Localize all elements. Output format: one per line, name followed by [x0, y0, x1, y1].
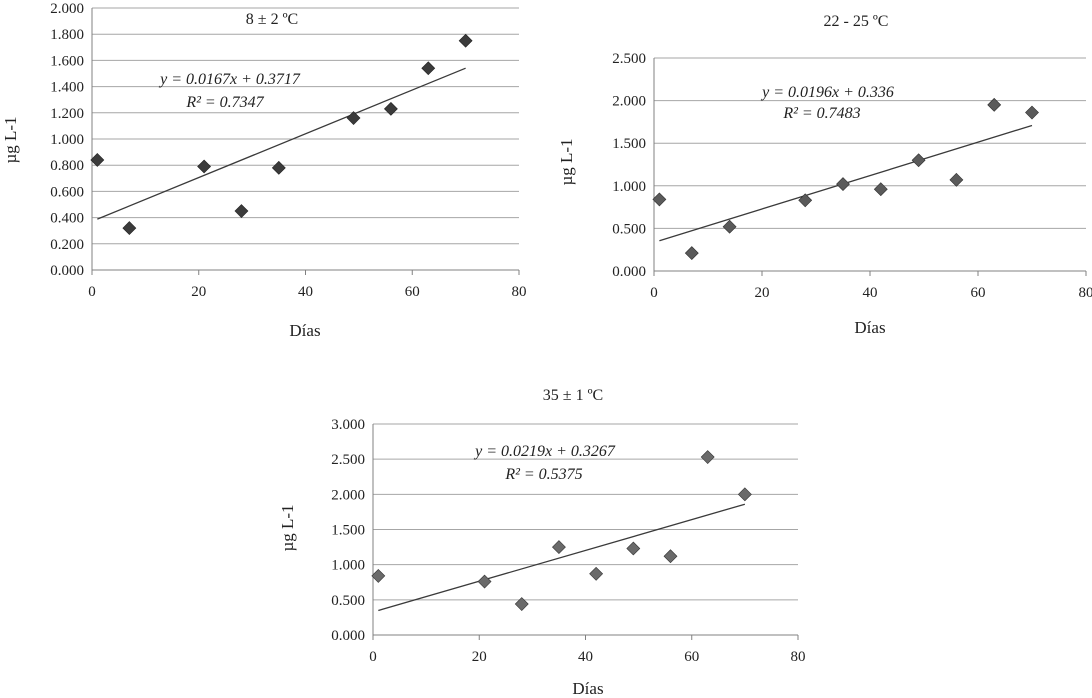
data-point — [371, 568, 386, 583]
x-tick-label: 80 — [791, 649, 806, 665]
y-tick-label: 3.000 — [331, 417, 365, 433]
data-point — [514, 597, 529, 611]
x-tick-label: 20 — [755, 285, 770, 301]
data-point — [798, 193, 813, 208]
chart-panel-8c: 0.000 0.200 0.400 0.600 0.800 1.000 1.200 1.400… — [1, 1, 527, 340]
y-tick-label: 1.800 — [50, 27, 84, 43]
x-tick-label: 0 — [88, 284, 96, 300]
y-tick-label: 2.500 — [612, 51, 646, 67]
data-point — [684, 246, 699, 261]
x-tick-label: 80 — [512, 284, 527, 300]
data-point — [911, 153, 926, 168]
data-point — [949, 172, 964, 187]
data-point — [234, 204, 249, 218]
x-tick-label: 40 — [578, 649, 593, 665]
y-tick-label: 0.600 — [50, 184, 84, 200]
y-tick-label: 0.800 — [50, 158, 84, 174]
chart-title: 35 ± 1 ºC — [543, 387, 603, 404]
x-tick-label: 60 — [971, 285, 986, 301]
data-point — [346, 111, 361, 125]
data-point — [90, 153, 105, 167]
chart-panel-35c: 0.000 0.500 1.000 1.500 2.000 2.500 3.000 0 20 40… — [278, 387, 806, 698]
plot-area: 0.000 0.500 1.000 1.500 2.000 2.500 3.000 0 20 40… — [331, 417, 805, 665]
x-tick-label: 20 — [191, 284, 206, 300]
trendline-equation: y = 0.0167x + 0.3717 — [158, 71, 301, 88]
data-point — [458, 33, 473, 48]
data-point — [421, 61, 436, 76]
y-tick-label: 1.000 — [331, 558, 365, 574]
y-tick-label: 0.400 — [50, 211, 84, 227]
x-axis-title: Días — [572, 679, 603, 698]
y-axis-title: µg L-1 — [557, 138, 576, 185]
y-tick-label: 2.000 — [50, 1, 84, 17]
y-tick-label: 0.000 — [50, 263, 84, 279]
y-tick-label: 0.000 — [331, 628, 365, 644]
y-tick-label: 1.600 — [50, 53, 84, 69]
y-tick-label: 0.500 — [612, 221, 646, 237]
data-point — [477, 574, 492, 589]
data-point — [626, 541, 641, 556]
chart-title: 8 ± 2 ºC — [246, 11, 298, 28]
data-point — [836, 177, 850, 192]
y-tick-label: 1.500 — [612, 136, 646, 152]
data-point — [197, 159, 212, 174]
y-tick-label: 2.500 — [331, 452, 365, 468]
trendline-equation: y = 0.0219x + 0.3267 — [473, 443, 616, 460]
y-tick-label: 1.000 — [612, 179, 646, 195]
x-tick-label: 40 — [298, 284, 313, 300]
y-tick-label: 2.000 — [612, 94, 646, 110]
data-point — [552, 540, 566, 555]
data-point — [663, 549, 678, 564]
y-tick-label: 0.500 — [331, 593, 365, 609]
trendline — [97, 67, 466, 220]
y-axis-title: µg L-1 — [278, 504, 297, 551]
trendline — [378, 503, 746, 612]
x-tick-label: 0 — [650, 285, 658, 301]
x-axis-title: Días — [854, 318, 885, 337]
r-squared-label: R² = 0.7347 — [185, 94, 264, 111]
plot-area: 0.000 0.500 1.000 1.500 2.000 2.500 0 20 40 60 80 — [612, 51, 1092, 301]
data-point — [700, 450, 715, 464]
y-tick-label: 0.200 — [50, 237, 84, 253]
y-axis-title: µg L-1 — [1, 116, 20, 163]
trendline-equation: y = 0.0196x + 0.336 — [760, 84, 894, 101]
r-squared-label: R² = 0.5375 — [504, 466, 582, 483]
x-axis-title: Días — [289, 321, 320, 340]
x-tick-label: 60 — [684, 649, 699, 665]
plot-area: 0.000 0.200 0.400 0.600 0.800 1.000 1.200 1.400… — [50, 1, 526, 300]
y-tick-label: 1.000 — [50, 132, 84, 148]
y-tick-label: 2.000 — [331, 487, 365, 503]
data-point — [987, 97, 1002, 112]
chart-title: 22 - 25 ºC — [824, 13, 889, 30]
data-point — [873, 182, 888, 197]
data-point — [122, 221, 137, 236]
data-point — [589, 566, 604, 581]
x-tick-label: 80 — [1079, 285, 1092, 301]
y-tick-label: 1.500 — [331, 523, 365, 539]
data-point — [722, 219, 737, 234]
data-point — [737, 487, 752, 502]
y-tick-label: 1.200 — [50, 106, 84, 122]
r-squared-label: R² = 0.7483 — [782, 105, 860, 122]
x-tick-label: 40 — [863, 285, 878, 301]
x-tick-label: 60 — [405, 284, 420, 300]
data-point — [271, 160, 286, 175]
x-tick-label: 20 — [472, 649, 487, 665]
data-point — [1025, 105, 1039, 120]
y-tick-label: 0.000 — [612, 264, 646, 280]
y-tick-label: 1.400 — [50, 80, 84, 96]
data-point — [652, 192, 667, 207]
x-tick-label: 0 — [369, 649, 377, 665]
data-point — [383, 101, 398, 116]
